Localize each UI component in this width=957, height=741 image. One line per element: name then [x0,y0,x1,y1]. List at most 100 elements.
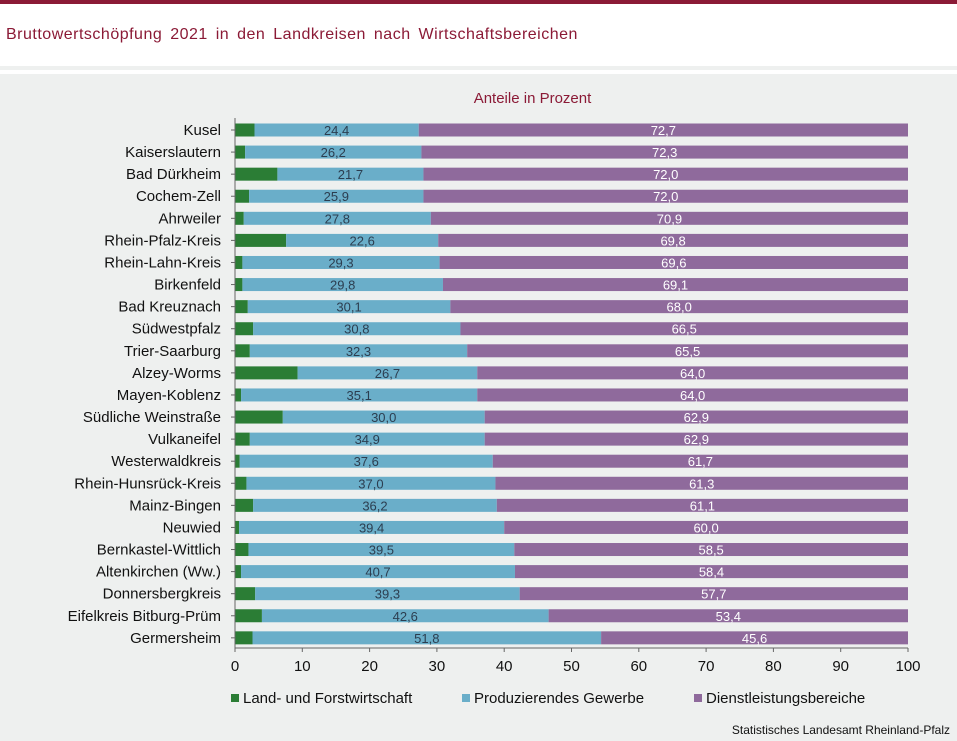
bar-segment [514,565,908,579]
category-label: Donnersbergkreis [103,586,221,603]
category-label: Südliche Weinstraße [83,409,221,426]
bar-segment [297,366,478,380]
data-label: 30,0 [371,410,396,425]
data-label: 69,6 [661,255,686,270]
data-label: 37,6 [354,454,379,469]
bar-segment [235,476,247,490]
bar-segment [235,609,262,623]
bar-segment [235,520,240,534]
bar-segment [601,631,908,645]
bar-segment [450,300,908,314]
bar-segment [235,211,244,225]
bar-segment [430,211,908,225]
x-tick-label: 50 [563,658,580,675]
bar-segment [235,543,249,557]
chart-subtitle: Anteile in Prozent [473,90,592,107]
data-label: 58,4 [699,565,724,580]
x-tick-label: 10 [294,658,311,675]
bar-segment [235,300,248,314]
bar-segment [423,189,908,203]
x-tick-label: 80 [765,658,782,675]
category-label: Birkenfeld [154,277,221,294]
data-label: 62,9 [684,432,709,447]
data-label: 64,0 [680,388,705,403]
divider [0,70,957,74]
category-label: Bernkastel-Wittlich [97,542,221,559]
bar-segment [282,410,485,424]
data-label: 21,7 [338,167,363,182]
data-label: 27,8 [325,211,350,226]
bar-segment [235,123,255,137]
legend-item-services: Dienstleistungsbereiche [694,690,865,707]
data-label: 62,9 [684,410,709,425]
data-label: 34,9 [355,432,380,447]
data-label: 72,7 [651,123,676,138]
data-label: 66,5 [672,322,697,337]
bar-segment [496,498,908,512]
data-label: 53,4 [716,609,741,624]
data-label: 37,0 [358,476,383,491]
data-label: 26,7 [375,366,400,381]
data-label: 25,9 [324,189,349,204]
data-label: 39,3 [375,587,400,602]
data-label: 24,4 [324,123,349,138]
data-label: 45,6 [742,631,767,646]
data-label: 58,5 [698,543,723,558]
bar-segment [235,366,298,380]
bar-segment [254,123,419,137]
bar-segment [492,454,908,468]
x-tick-label: 30 [429,658,446,675]
data-label: 72,0 [653,167,678,182]
top-accent-bar [0,0,957,4]
data-label: 61,3 [689,476,714,491]
bar-segment [252,631,602,645]
bar-segment [235,145,246,159]
bar-segment [495,476,908,490]
data-label: 72,0 [653,189,678,204]
bar-segment [235,565,242,579]
category-label: Rhein-Hunsrück-Kreis [74,475,221,492]
category-label: Vulkaneifel [148,431,221,448]
data-label: 39,5 [369,543,394,558]
data-label: 22,6 [350,233,375,248]
header: Bruttowertschöpfung 2021 in den Landkrei… [0,4,957,66]
bar-segment [241,388,478,402]
category-label: Westerwaldkreis [111,453,221,470]
x-tick-label: 60 [630,658,647,675]
data-label: 29,3 [328,255,353,270]
bar-segment [235,278,243,292]
data-label: 64,0 [680,366,705,381]
x-tick-label: 40 [496,658,513,675]
data-label: 26,2 [321,145,346,160]
category-label: Kusel [183,122,221,139]
legend-label-agriculture: Land- und Forstwirtschaft [243,690,413,707]
bar-segment [438,233,908,247]
legend-swatch-industry [462,694,470,702]
bar-segment [255,587,520,601]
legend-label-industry: Produzierendes Gewerbe [474,690,645,707]
legend-label-services: Dienstleistungsbereiche [706,690,866,707]
x-tick-label: 20 [361,658,378,675]
category-label: Rhein-Lahn-Kreis [104,254,221,271]
data-label: 61,1 [690,498,715,513]
data-label: 39,4 [359,520,384,535]
category-label: Kaiserslautern [125,144,221,161]
chart-title: Bruttowertschöpfung 2021 in den Landkrei… [6,26,578,43]
data-label: 36,2 [362,498,387,513]
bar-segment [235,233,287,247]
data-label: 69,1 [663,278,688,293]
bar-segment [484,432,908,446]
bar-segment [242,278,443,292]
bar-segment [243,211,431,225]
category-label: Bad Dürkheim [126,166,221,183]
bar-segment [235,410,283,424]
bar-segment [235,454,240,468]
category-label: Rhein-Pfalz-Kreis [104,232,221,249]
category-label: Trier-Saarburg [124,343,221,360]
bar-segment [484,410,908,424]
bar-segment [235,167,278,181]
legend-item-industry: Produzierendes Gewerbe [462,690,644,707]
bar-segment [477,388,908,402]
bar-segment [235,432,250,446]
legend-swatch-agriculture [231,694,239,702]
